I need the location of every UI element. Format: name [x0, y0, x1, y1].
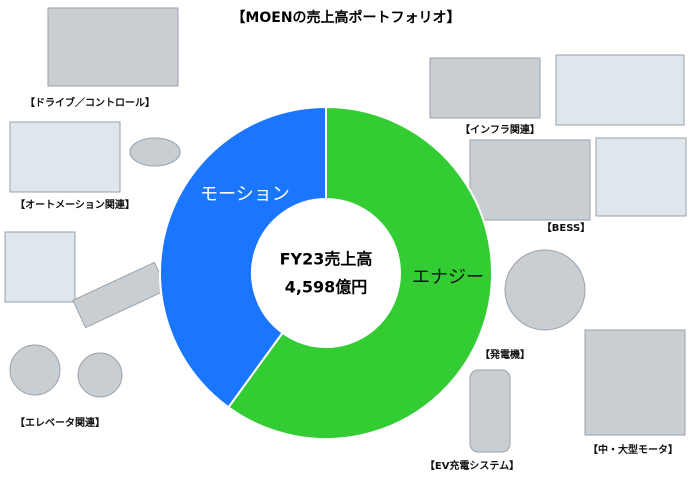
- image: [469, 139, 591, 221]
- image: [47, 7, 179, 87]
- caption: 【エレベータ関連】: [15, 416, 105, 429]
- image: [595, 137, 687, 217]
- image: [504, 249, 586, 331]
- caption: 【中・大型モータ】: [588, 443, 678, 456]
- image: [9, 121, 121, 193]
- image: [77, 352, 123, 398]
- donut-slice: [227, 105, 493, 440]
- center-text: 4,598億円: [285, 278, 368, 297]
- image: [129, 137, 181, 167]
- donut: [159, 105, 493, 440]
- center-text: FY23売上高: [280, 250, 373, 269]
- caption: 【インフラ関連】: [460, 123, 540, 136]
- caption: 【オートメーション関連】: [15, 198, 135, 211]
- slice-label: モーション: [200, 184, 290, 205]
- caption: 【EV充電システム】: [425, 459, 519, 472]
- slice-label: エナジー: [412, 267, 484, 288]
- chart-title: 【MOENの売上高ポートフォリオ】: [231, 9, 460, 26]
- image: [555, 54, 685, 126]
- image: [72, 261, 168, 329]
- image: [429, 57, 541, 119]
- product-images: [4, 7, 687, 453]
- donut-slice: [159, 105, 327, 409]
- caption: 【BESS】: [542, 221, 590, 234]
- caption: 【発電機】: [480, 348, 530, 361]
- caption: 【ドライブ／コントロール】: [25, 96, 155, 109]
- image: [4, 231, 76, 303]
- image: [9, 344, 61, 396]
- image: [584, 329, 686, 436]
- image: [469, 369, 511, 453]
